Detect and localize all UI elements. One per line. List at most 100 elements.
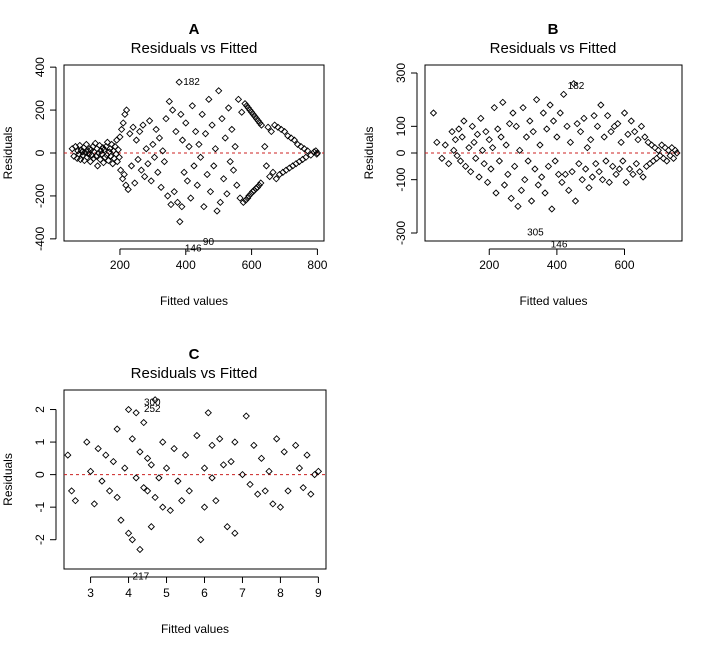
data-point	[236, 194, 244, 202]
data-point	[522, 133, 531, 141]
data-point	[119, 119, 127, 127]
data-point	[223, 190, 231, 198]
data-point	[517, 186, 526, 194]
panel-title: Residuals vs Fitted	[131, 365, 258, 382]
x-axis-label: Fitted values	[519, 294, 587, 308]
x-axis-label: Fitted values	[160, 294, 228, 308]
data-point	[314, 467, 323, 476]
data-point	[114, 146, 122, 154]
data-point	[99, 159, 108, 167]
data-point	[546, 101, 554, 109]
data-point	[509, 109, 517, 117]
data-point	[556, 109, 564, 117]
data-point	[609, 162, 617, 170]
x-tick-label: 400	[176, 258, 196, 272]
outlier-label: 252	[144, 404, 161, 415]
data-point	[221, 134, 229, 142]
x-tick-label: 600	[242, 258, 262, 272]
data-point	[231, 438, 239, 446]
x-tick-label: 9	[315, 586, 322, 600]
data-point	[128, 536, 136, 544]
data-point	[269, 500, 277, 508]
data-point	[116, 133, 124, 141]
data-point	[105, 487, 114, 495]
data-point	[175, 78, 183, 86]
data-point	[497, 133, 505, 141]
y-tick-label: 0	[394, 149, 408, 156]
data-point	[127, 162, 136, 170]
data-point	[121, 110, 129, 119]
data-point	[262, 162, 271, 170]
data-point	[192, 127, 200, 136]
data-point	[254, 490, 262, 498]
data-point	[89, 154, 98, 163]
data-point	[120, 170, 128, 179]
x-tick-label: 7	[239, 586, 246, 600]
data-point	[126, 130, 134, 138]
data-point	[193, 431, 201, 440]
data-point	[238, 108, 246, 116]
data-point	[270, 121, 279, 129]
data-point	[467, 168, 475, 176]
data-point	[669, 154, 678, 162]
data-point	[558, 178, 566, 186]
data-point	[74, 147, 82, 155]
data-point	[668, 144, 676, 152]
data-point	[272, 175, 280, 183]
data-point	[571, 197, 580, 205]
data-point	[229, 166, 238, 174]
data-point	[274, 123, 282, 131]
data-point	[578, 176, 586, 184]
data-point	[658, 141, 666, 149]
data-point	[634, 136, 642, 144]
x-tick-label: 8	[277, 586, 284, 600]
data-point	[512, 122, 520, 130]
data-point	[644, 138, 652, 146]
data-point	[102, 142, 110, 151]
data-point	[661, 144, 669, 152]
x-tick-label: 200	[479, 258, 499, 272]
data-point	[581, 165, 590, 173]
data-point	[86, 467, 95, 476]
data-point	[554, 170, 563, 178]
data-point	[548, 205, 556, 213]
data-point	[64, 451, 72, 459]
data-point	[636, 168, 644, 176]
data-point	[524, 157, 532, 165]
data-point	[280, 448, 288, 456]
data-point	[181, 451, 190, 459]
data-point	[505, 120, 514, 128]
data-point	[216, 198, 224, 207]
data-point	[455, 125, 463, 133]
data-point	[159, 438, 167, 446]
data-point	[671, 146, 679, 154]
plot-frame	[63, 389, 327, 570]
data-point	[500, 181, 509, 189]
data-point	[529, 128, 537, 136]
data-point	[487, 165, 495, 173]
data-point	[519, 104, 527, 112]
x-axis-label: Fitted values	[161, 622, 229, 636]
data-point	[610, 122, 619, 130]
data-point	[70, 152, 78, 160]
data-point	[117, 516, 125, 524]
y-tick-label: 100	[394, 116, 408, 136]
data-point	[118, 175, 127, 183]
data-point	[165, 97, 173, 106]
data-point	[563, 122, 571, 130]
data-point	[151, 493, 159, 502]
data-point	[90, 500, 99, 508]
data-point	[242, 196, 250, 204]
outlier-label: 90	[203, 237, 215, 248]
data-point	[143, 487, 152, 495]
data-point	[257, 121, 266, 129]
data-point	[136, 127, 144, 136]
data-point	[149, 140, 157, 149]
data-point	[136, 545, 144, 554]
data-point	[284, 132, 292, 140]
y-tick-label: 300	[394, 63, 408, 83]
data-point	[266, 172, 274, 181]
data-point	[246, 480, 254, 489]
data-point	[180, 168, 188, 176]
data-point	[622, 178, 630, 186]
